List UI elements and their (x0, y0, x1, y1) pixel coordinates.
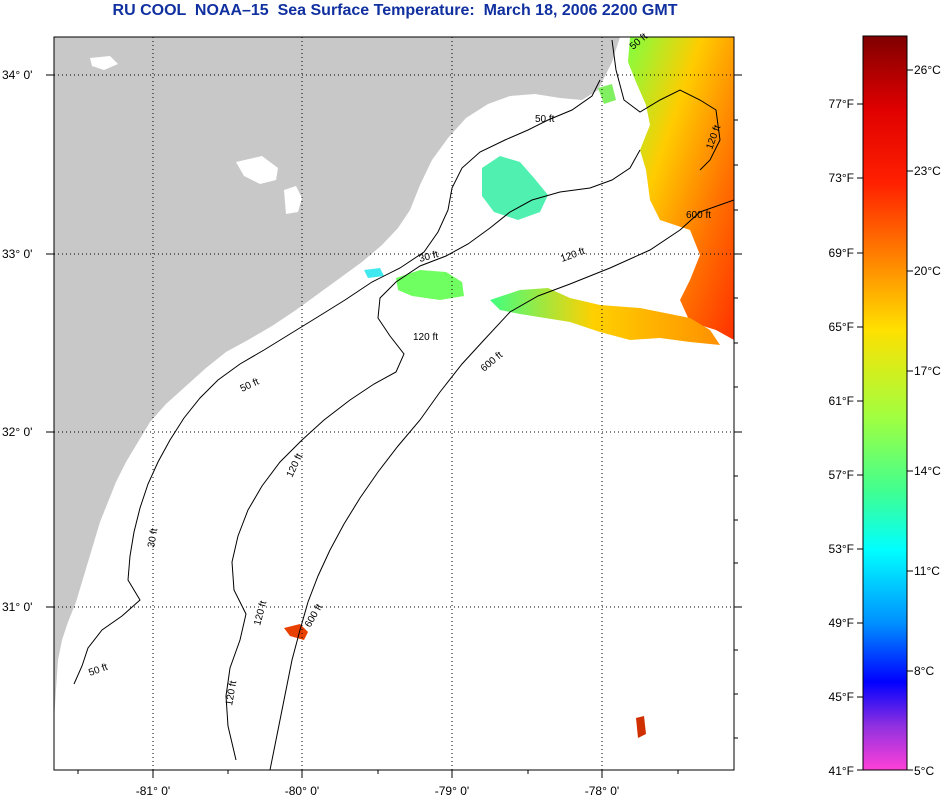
lat-label: 32° 0' (2, 425, 32, 439)
sst-cyan-small (364, 268, 384, 278)
map-title: RU COOL NOAA–15 Sea Surface Temperature:… (112, 2, 678, 19)
lake-shape (56, 706, 72, 722)
celsius-label: 26°C (914, 63, 941, 77)
sst-band-patch (490, 288, 720, 345)
map-ticks (46, 74, 742, 778)
sst-red-spot (284, 624, 308, 640)
celsius-label: 5°C (914, 764, 934, 778)
colorbar-ticks (857, 69, 913, 771)
fahrenheit-label: 65°F (829, 320, 854, 334)
lat-label: 33° 0' (2, 247, 32, 261)
sst-red-spot (636, 716, 646, 738)
colorbar-gradient (862, 35, 908, 771)
depth-contour-shelf (611, 39, 721, 171)
contour-label: 120 ft (413, 332, 438, 343)
celsius-label: 20°C (914, 264, 941, 278)
fahrenheit-label: 77°F (829, 97, 854, 111)
fahrenheit-label: 69°F (829, 246, 854, 260)
depth-contour-600ft (269, 199, 734, 770)
graticule (54, 37, 734, 770)
lat-label: 31° 0' (2, 600, 32, 614)
contour-label: 600 ft (686, 210, 711, 221)
celsius-label: 8°C (914, 664, 934, 678)
lake-shape (90, 56, 118, 70)
fahrenheit-label: 45°F (829, 690, 854, 704)
sst-cyan-patch (482, 156, 548, 220)
sst-warm-region (628, 37, 734, 340)
fahrenheit-label: 57°F (829, 468, 854, 482)
lon-label: -80° 0' (285, 784, 319, 798)
contour-label: 30 ft (146, 527, 160, 548)
celsius-label: 23°C (914, 164, 941, 178)
celsius-label: 17°C (914, 364, 941, 378)
map-frame (53, 36, 735, 771)
fahrenheit-label: 61°F (829, 394, 854, 408)
fahrenheit-label: 49°F (829, 616, 854, 630)
fahrenheit-label: 53°F (829, 542, 854, 556)
lon-label: -78° 0' (585, 784, 619, 798)
celsius-label: 14°C (914, 464, 941, 478)
lake-shape (284, 186, 302, 214)
sst-green-patch (396, 270, 464, 300)
lon-label: -81° 0' (136, 784, 170, 798)
fahrenheit-label: 73°F (829, 171, 854, 185)
depth-contour-50ft (73, 79, 601, 685)
celsius-label: 11°C (914, 564, 940, 578)
lat-label: 34° 0' (2, 68, 32, 82)
fahrenheit-label: 41°F (829, 764, 854, 778)
depth-contour-120ft (225, 149, 641, 761)
contour-label: 50 ft (535, 114, 555, 125)
contour-label: 30 ft (418, 249, 440, 265)
land-area (54, 37, 620, 720)
contour-label: 120 ft (224, 680, 239, 707)
lake-shape (236, 156, 278, 184)
lon-label: -79° 0' (435, 784, 469, 798)
